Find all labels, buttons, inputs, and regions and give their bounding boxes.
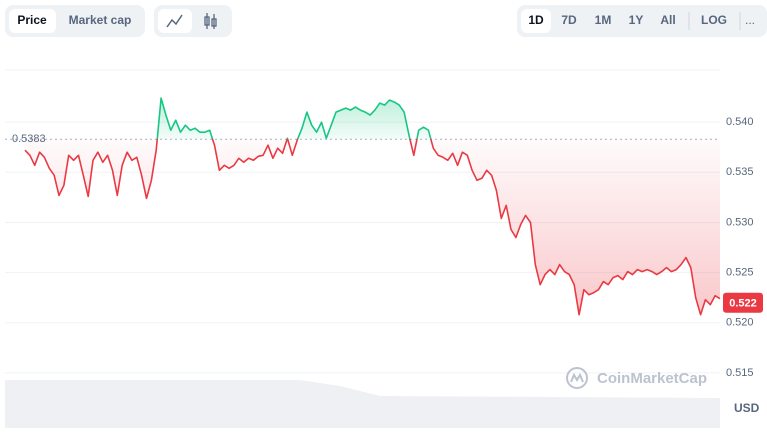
selected-tab xyxy=(9,9,56,33)
range-tab[interactable]: 1D xyxy=(528,13,544,27)
range-tabs xyxy=(517,5,767,37)
y-tick-label: 0.525 xyxy=(726,267,754,279)
range-tab[interactable]: 7D xyxy=(561,13,577,27)
watermark: CoinMarketCap xyxy=(597,370,707,387)
selected-range xyxy=(521,9,551,33)
metric-tab[interactable]: Price xyxy=(17,13,47,27)
y-tick-label: 0.540 xyxy=(726,116,754,128)
selected-kind xyxy=(158,9,192,33)
reference-label: 0.5383 xyxy=(12,133,46,145)
y-tick-label: 0.530 xyxy=(726,216,754,228)
candle-icon[interactable] xyxy=(204,13,217,29)
more-button[interactable]: ... xyxy=(745,13,755,27)
y-tick-label: 0.515 xyxy=(726,367,754,379)
last-price-label: 0.522 xyxy=(729,298,757,310)
y-tick-label: 0.520 xyxy=(726,317,754,329)
currency: USD xyxy=(734,401,760,415)
range-tab[interactable]: All xyxy=(660,13,675,27)
price-line xyxy=(24,97,721,316)
range-tab[interactable]: 1M xyxy=(595,13,612,27)
y-tick-label: 0.535 xyxy=(726,166,754,178)
line-icon[interactable] xyxy=(166,14,183,28)
range-tab[interactable]: 1Y xyxy=(629,13,644,27)
last-price-badge xyxy=(723,292,763,313)
watermark-logo xyxy=(566,367,588,389)
price-area xyxy=(25,98,720,315)
metric-tab[interactable]: Market cap xyxy=(69,13,132,27)
log-button[interactable]: LOG xyxy=(701,13,727,27)
volume-area xyxy=(5,380,720,428)
